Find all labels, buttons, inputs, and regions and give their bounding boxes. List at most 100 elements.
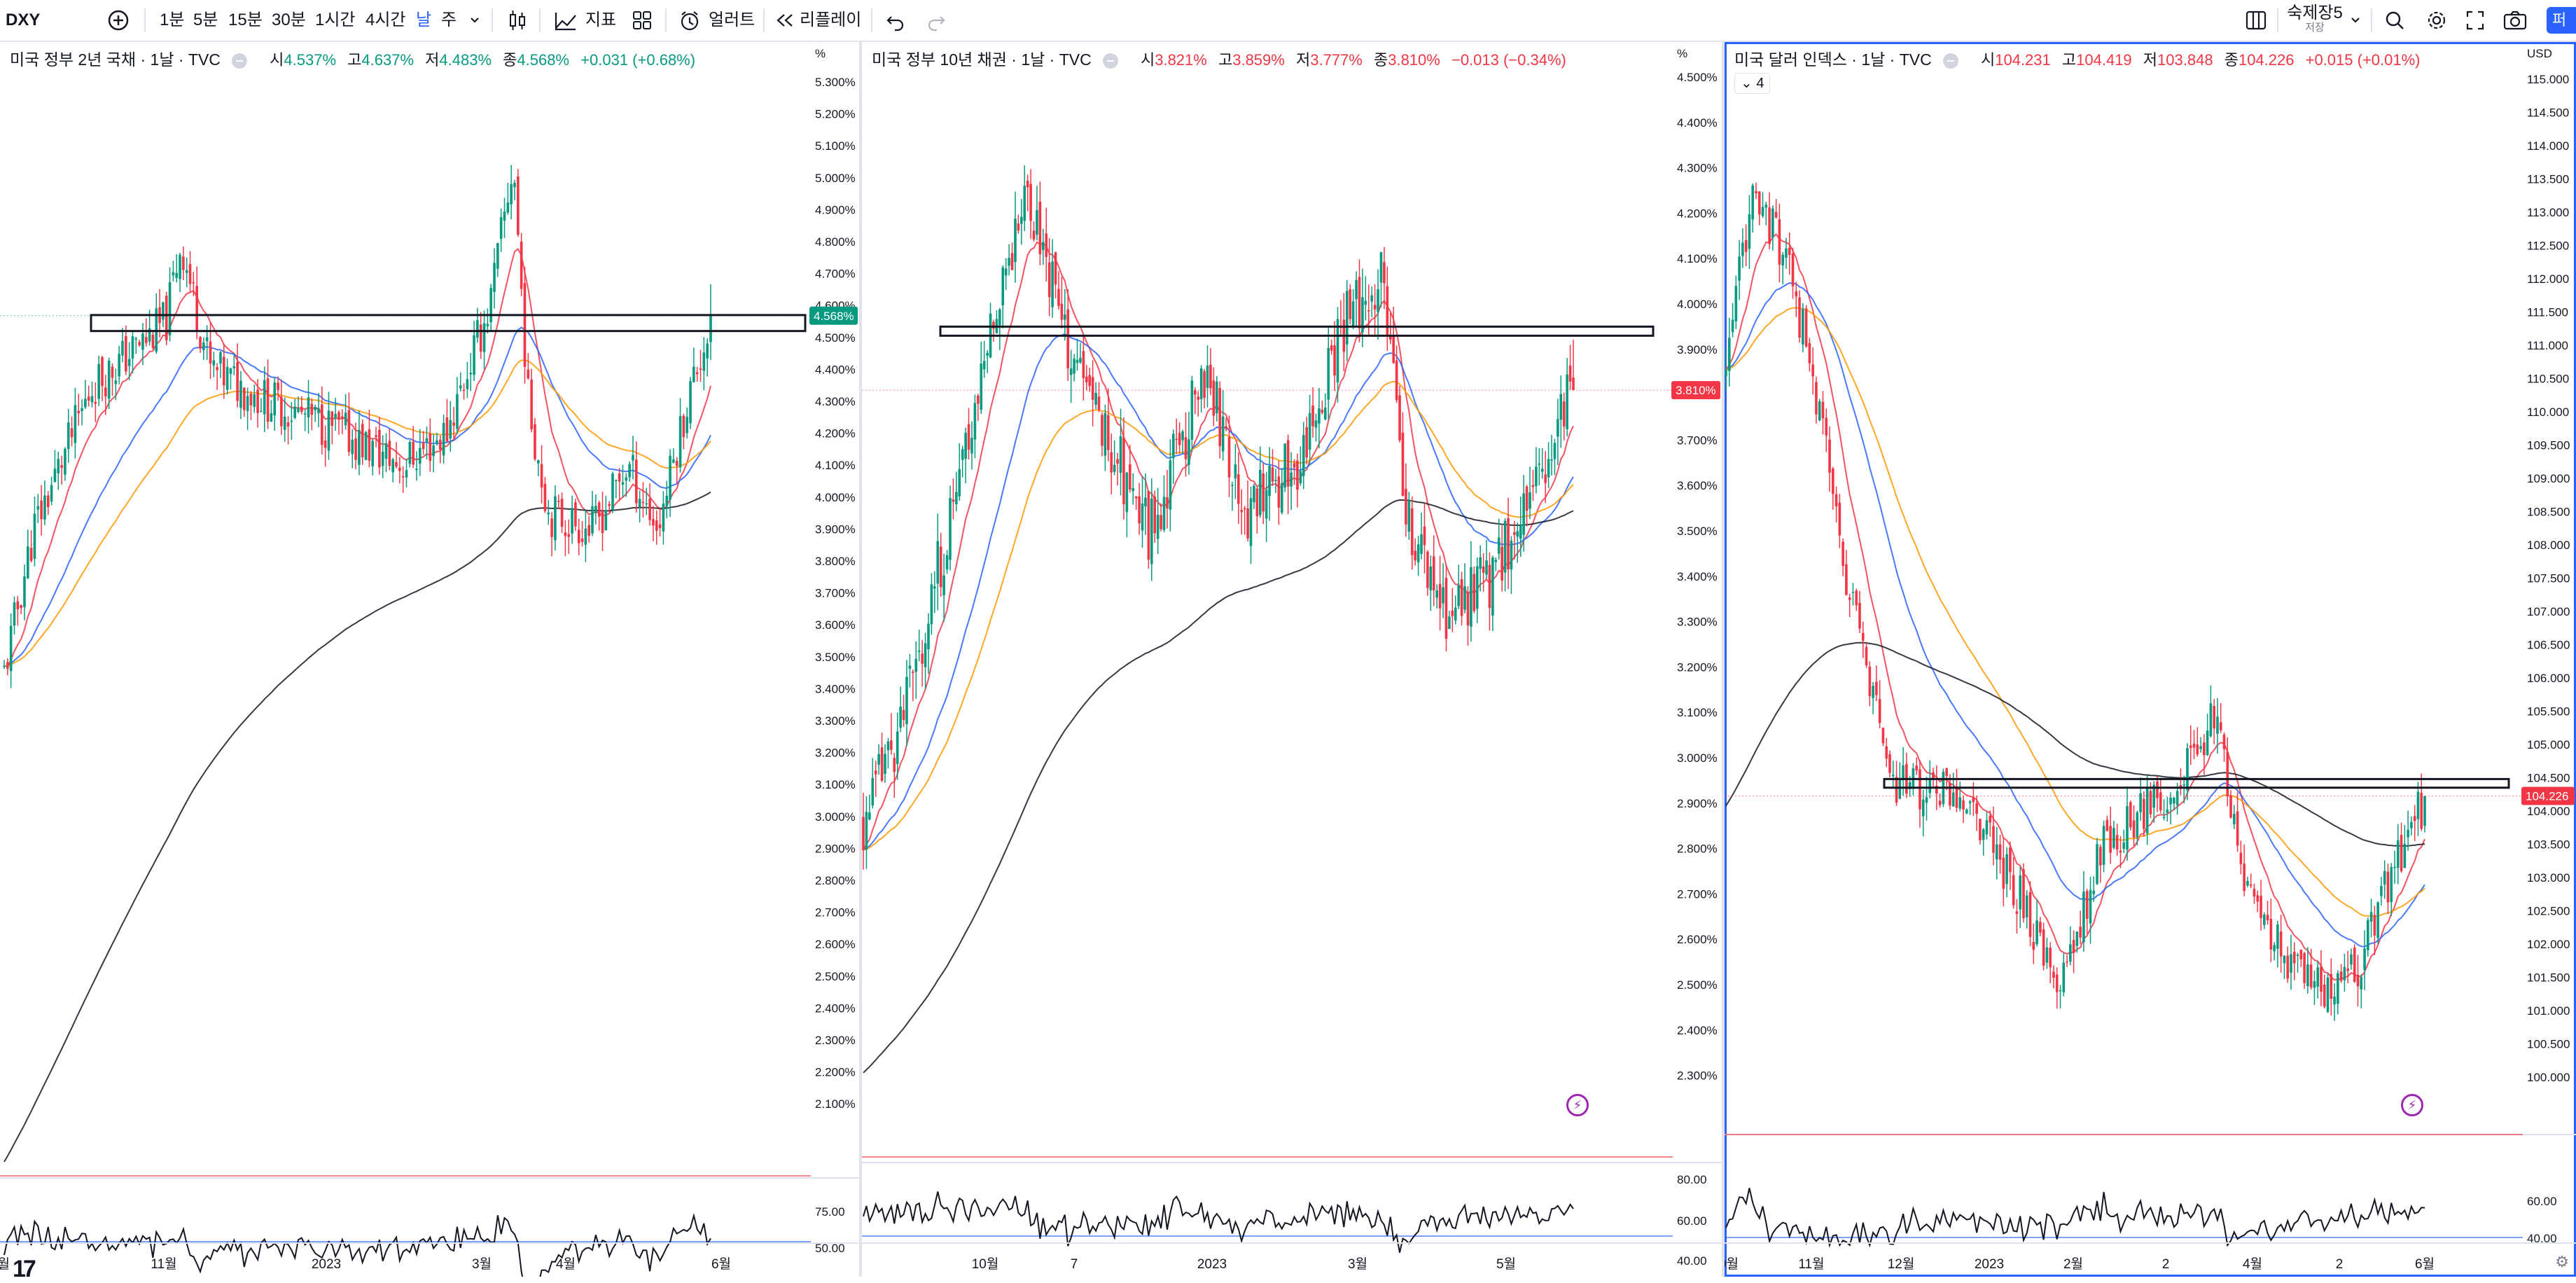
candle-body (1482, 566, 1485, 573)
candle-body (868, 812, 871, 820)
chart-canvas[interactable]: % 4.500% 4.400% 4.300% 4.200% 4.100% 4.000% 3.9… (862, 42, 1722, 1277)
candle-body (1734, 286, 1738, 321)
candle-body (1878, 699, 1881, 723)
candle-body (1811, 364, 1814, 377)
price-axis-tick: 4.200% (815, 427, 856, 441)
quick-search-button[interactable] (2383, 0, 2406, 41)
layouts-button[interactable] (632, 0, 653, 41)
candle-body (1420, 534, 1423, 554)
interval-dropdown-button[interactable] (468, 0, 482, 41)
chart-canvas[interactable]: USD 115.000 114.500 114.000 113.500 113.000 11… (1725, 42, 2576, 1277)
high-label: 고 (347, 51, 362, 69)
lightning-icon[interactable]: ⚡ (2401, 1094, 2423, 1116)
candle-body (2403, 843, 2407, 868)
interval-1h[interactable]: 1시간 (315, 11, 356, 29)
candle-body (1562, 401, 1566, 426)
candle-body (1972, 797, 1975, 803)
indicators-collapse-button[interactable]: ⌄ 4 (1734, 73, 1771, 94)
interval-4h[interactable]: 4시간 (365, 11, 406, 29)
candle-body (2005, 854, 2008, 885)
settings-button[interactable] (2425, 0, 2448, 41)
candle-body (1798, 297, 1801, 338)
price-axis-tick: 4.500% (1677, 71, 1718, 84)
tradingview-logo[interactable]: 17 (13, 1256, 36, 1282)
last-price-badge (809, 306, 858, 325)
candle-body (534, 424, 536, 459)
scale-settings-icon[interactable]: ⚙ (2555, 1253, 2569, 1270)
series-title[interactable]: 미국 정부 10년 채권 · 1날 · TVC (872, 50, 1092, 69)
candle-body (2009, 847, 2012, 873)
chart-pane-us10y[interactable]: % 4.500% 4.400% 4.300% 4.200% 4.100% 4.000% 3.9… (862, 42, 1722, 1277)
candle-body (1865, 646, 1868, 666)
candle-body (1895, 777, 1898, 803)
candle-body (2386, 871, 2390, 903)
candle-body (486, 324, 489, 326)
candle-body (2213, 705, 2215, 729)
candle-body (286, 422, 290, 427)
price-axis-tick: 2.200% (815, 1066, 856, 1079)
candle-body (114, 380, 118, 384)
interval-week[interactable]: 주 (441, 11, 457, 29)
symbol-search-button[interactable]: DXY (6, 11, 41, 29)
candle-body (2119, 850, 2122, 853)
candle-body (939, 546, 942, 588)
layout-name-button[interactable]: 숙제장5 저장 (2287, 4, 2343, 34)
candle-body (2105, 819, 2109, 831)
lightning-icon[interactable]: ⚡ (1566, 1094, 1589, 1116)
ema-line (4, 326, 711, 667)
low-label: 저 (1295, 51, 1311, 69)
indicators-button[interactable]: 지표 (553, 0, 616, 41)
candle-body (1438, 583, 1442, 609)
series-title[interactable]: 미국 정부 2년 국채 · 1날 · TVC (10, 50, 221, 69)
price-axis-tick: 4.800% (815, 235, 856, 249)
chart-type-button[interactable] (506, 0, 529, 41)
undo-button[interactable] (885, 0, 906, 41)
interval-15m[interactable]: 15분 (228, 11, 263, 29)
price-axis-tick: 112.000 (2527, 272, 2569, 286)
replay-button[interactable]: 리플레이 (774, 0, 861, 41)
fullscreen-button[interactable] (2465, 0, 2486, 41)
open-label: 시 (270, 51, 284, 69)
candle-body (1038, 202, 1042, 254)
candle-body (1475, 566, 1479, 609)
candle-body (2296, 955, 2299, 957)
snapshot-button[interactable] (2502, 0, 2528, 41)
candle-body (212, 360, 216, 366)
candle-body (270, 412, 273, 422)
candle-body (2203, 742, 2206, 756)
candle-body (917, 651, 921, 652)
candle-body (1435, 590, 1438, 598)
candle-body (608, 504, 611, 506)
publish-button[interactable]: 퍼블 (2547, 7, 2576, 34)
candle-body (2136, 812, 2139, 838)
interval-5m[interactable]: 5분 (193, 11, 218, 29)
chart-pane-us02y[interactable]: % 5.300% 5.200% 5.100% 5.000% 4.900% 4.800% 4.7… (0, 42, 859, 1282)
redo-button[interactable] (926, 0, 947, 41)
rsi-line (4, 1212, 711, 1277)
pane-divider[interactable] (859, 42, 862, 1277)
high-label: 고 (2061, 51, 2077, 69)
layout-toggle-button[interactable] (2245, 0, 2267, 41)
candle-body (2055, 974, 2059, 992)
candle-body (1888, 754, 1891, 773)
candle-body (2276, 924, 2279, 949)
candle-body (436, 440, 438, 443)
candle-body (1379, 252, 1383, 283)
alert-button[interactable]: 얼러트 (678, 0, 755, 41)
candle-body (2423, 796, 2426, 826)
candle-body (1113, 464, 1116, 472)
price-axis-tick: 4.100% (1677, 252, 1718, 265)
pane-divider[interactable] (1722, 42, 1725, 1277)
interval-30m[interactable]: 30분 (272, 11, 306, 29)
candle-body (2249, 885, 2253, 886)
interval-1m[interactable]: 1분 (160, 11, 185, 29)
series-title[interactable]: 미국 달러 인덱스 · 1날 · TVC (1734, 50, 1932, 69)
candle-body (1414, 550, 1416, 561)
interval-day[interactable]: 날 (416, 11, 432, 29)
compare-symbol-button[interactable] (106, 0, 130, 41)
layout-menu-button[interactable] (2348, 0, 2362, 41)
indicators-icon (555, 13, 576, 31)
low-label: 저 (425, 51, 440, 69)
chart-pane-dxy[interactable]: USD 115.000 114.500 114.000 113.500 113.000 11… (1725, 42, 2576, 1277)
chart-canvas[interactable]: % 5.300% 5.200% 5.100% 5.000% 4.900% 4.800% 4.7… (0, 42, 859, 1277)
